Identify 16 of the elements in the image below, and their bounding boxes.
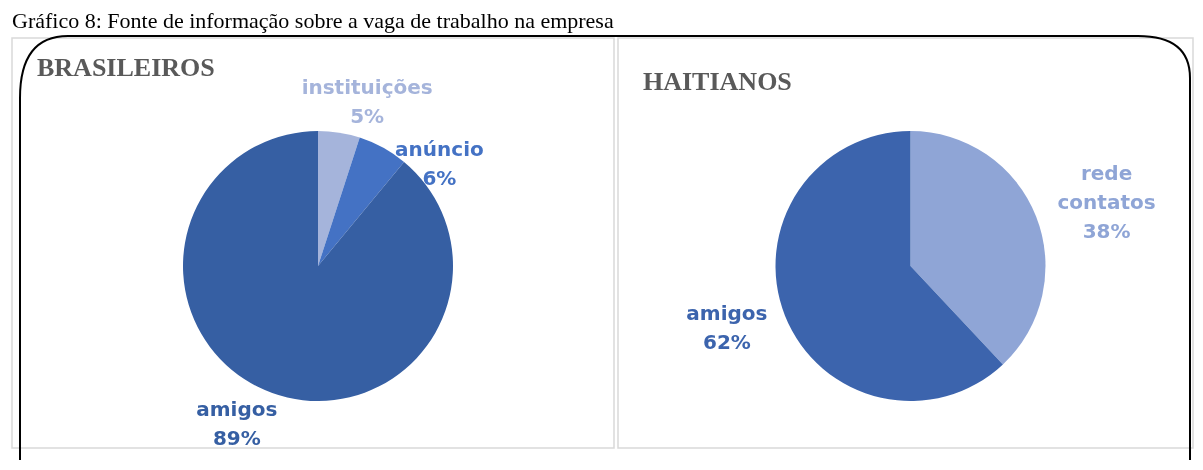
pie-slice bbox=[775, 131, 1003, 401]
slice-label: rede contatos bbox=[1057, 160, 1156, 214]
data-label: 5% bbox=[350, 103, 385, 128]
slice-label: anúncio bbox=[395, 136, 484, 161]
slice-label: instituições bbox=[301, 74, 433, 99]
data-label: 6% bbox=[422, 165, 457, 190]
data-label: 62% bbox=[702, 329, 751, 354]
pie-slice bbox=[910, 131, 1046, 365]
slice-label: amigos bbox=[686, 300, 768, 325]
chart-title: BRASILEIROS bbox=[37, 53, 215, 82]
pie-slice bbox=[318, 131, 360, 266]
slice-label: amigos bbox=[196, 396, 278, 421]
data-label: 38% bbox=[1082, 218, 1131, 243]
text: Gráfico 8: Fonte de informação sobre a vaga de trabalho na empresa bbox=[12, 8, 614, 33]
chart-title: HAITIANOS bbox=[643, 67, 792, 96]
data-label: 89% bbox=[212, 425, 261, 450]
